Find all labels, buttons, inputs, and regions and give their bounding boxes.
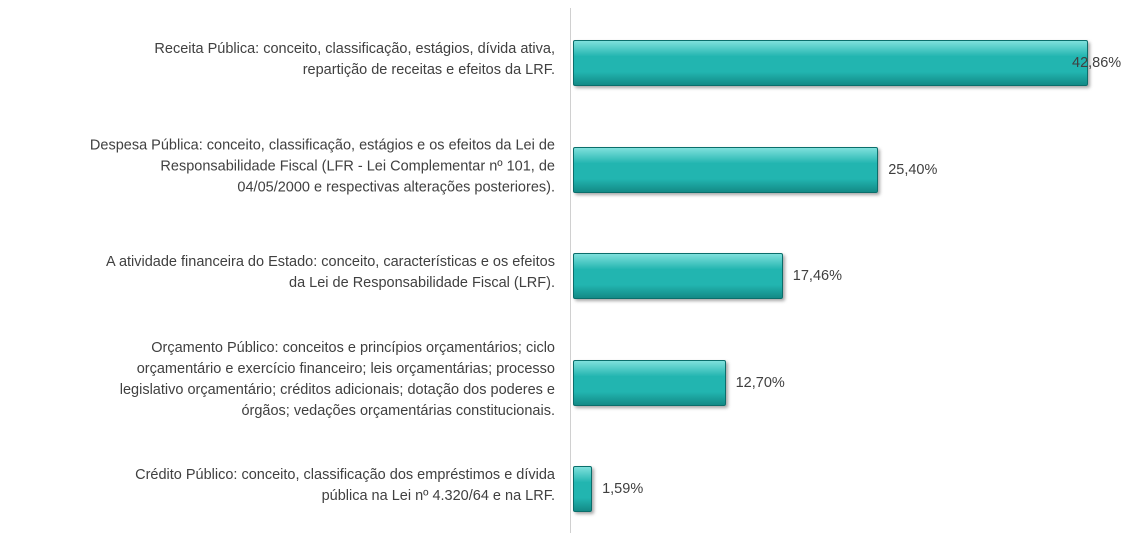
data-label: 12,70%: [735, 374, 785, 391]
data-label: 25,40%: [888, 161, 938, 178]
data-label: 17,46%: [792, 268, 842, 285]
category-label: Receita Pública: conceito, classificação…: [154, 41, 555, 79]
bar: [573, 359, 726, 406]
bar: [573, 253, 783, 300]
category-label: A atividade financeira do Estado: concei…: [106, 254, 555, 292]
bar: [573, 40, 1088, 87]
bar: [573, 466, 593, 513]
category-label: Crédito Público: conceito, classificação…: [135, 467, 555, 505]
category-label: Despesa Pública: conceito, classificação…: [89, 137, 555, 196]
data-label: 42,86%: [1072, 55, 1122, 72]
category-axis: [570, 8, 571, 533]
category-label: Orçamento Público: conceitos e princípio…: [119, 339, 555, 419]
data-label: 1,59%: [602, 481, 644, 498]
bar: [573, 146, 879, 193]
